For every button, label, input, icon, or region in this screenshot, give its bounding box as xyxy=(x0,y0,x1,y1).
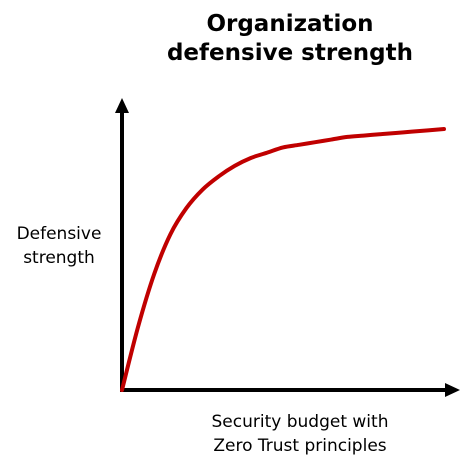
series-layer xyxy=(120,127,446,392)
chart-title-line-2: defensive strength xyxy=(166,40,414,66)
y-axis-label-line-2: strength xyxy=(23,248,95,268)
y-axis-label: Defensive strength xyxy=(4,222,114,270)
chart-title: Organization defensive strength xyxy=(140,10,440,68)
x-axis-arrowhead xyxy=(445,383,460,397)
y-axis-label-line-1: Defensive xyxy=(16,224,102,244)
x-axis-label: Security budget with Zero Trust principl… xyxy=(175,410,425,458)
series-line-0 xyxy=(120,127,446,392)
chart-title-line-1: Organization xyxy=(206,11,374,37)
y-axis-arrowhead xyxy=(115,98,129,113)
x-axis-label-line-2: Zero Trust principles xyxy=(213,436,387,456)
x-axis-label-line-1: Security budget with xyxy=(211,412,389,432)
